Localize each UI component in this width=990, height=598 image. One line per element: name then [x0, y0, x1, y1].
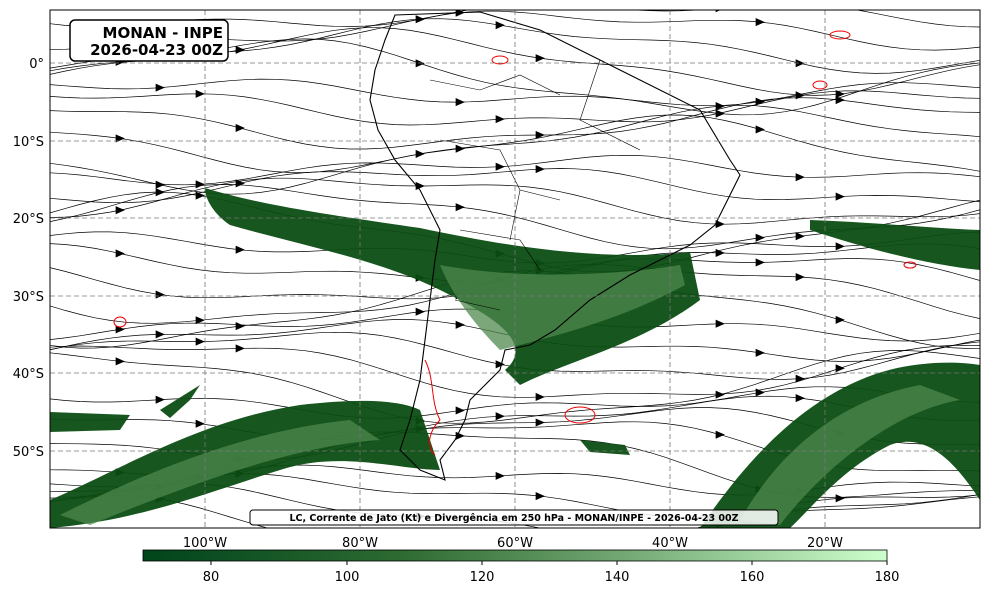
streamline-arrow: [715, 319, 725, 328]
map-frame: [49, 9, 981, 529]
lon-label: 20°W: [807, 536, 843, 551]
streamline-arrow: [755, 388, 765, 397]
streamline-arrow: [455, 144, 465, 153]
borders: [429, 59, 641, 311]
streamline-arrow: [195, 89, 205, 98]
streamline-arrow: [715, 102, 725, 111]
streamline-arrow: [115, 249, 125, 258]
lat-label: 30°S: [13, 290, 44, 305]
streamline-arrow: [755, 125, 765, 134]
divergence-contours: [113, 30, 917, 456]
streamline-arrow: [835, 96, 845, 105]
streamline-arrow: [755, 233, 765, 242]
colorbar-tick-label: 80: [203, 570, 220, 585]
title-box: MONAN - INPE 2026-04-23 00Z: [69, 19, 229, 62]
title-line: 2026-04-23 00Z: [90, 41, 223, 59]
streamline-arrow: [835, 494, 845, 503]
streamline-arrow: [795, 394, 805, 403]
streamline-arrow: [495, 360, 505, 369]
streamline-arrow: [535, 54, 545, 63]
streamline-arrow: [795, 91, 805, 100]
streamline-arrow: [535, 392, 545, 401]
streamline-arrow: [495, 21, 505, 30]
streamline-arrow: [235, 45, 245, 54]
streamline-arrow: [195, 180, 205, 189]
colorbar-scale: [142, 549, 888, 562]
streamline-arrow: [535, 418, 545, 427]
streamline-arrow: [715, 390, 725, 399]
streamline-arrow: [195, 191, 205, 200]
streamline-arrow: [835, 315, 845, 324]
streamline-arrow: [495, 115, 505, 124]
streamline-arrow: [495, 162, 505, 171]
streamline-arrow: [155, 83, 165, 92]
lat-label: 20°S: [13, 212, 44, 227]
streamline-arrow: [115, 206, 125, 215]
colorbar-tick-label: 160: [740, 570, 765, 585]
jet-core: [60, 265, 960, 525]
title-background: [69, 19, 229, 62]
streamline-arrow: [235, 344, 245, 353]
streamline-arrow: [455, 98, 465, 107]
colorbar: 80 100 120 140 160 180: [142, 549, 900, 585]
lon-label: 40°W: [652, 536, 688, 551]
streamline-arrow: [455, 203, 465, 212]
streamline-arrow: [835, 90, 845, 99]
streamline-arrow: [835, 192, 845, 201]
streamline-arrow: [715, 430, 725, 439]
lon-label: 100°W: [183, 536, 227, 551]
caption-box: LC, Corrente de Jato (Kt) e Divergência …: [249, 509, 779, 526]
streamline-arrow: [535, 492, 545, 501]
streamline-arrow: [835, 364, 845, 373]
streamline-arrow: [755, 348, 765, 357]
streamline-arrow: [155, 330, 165, 339]
lat-labels: 0° 10°S 20°S 30°S 40°S 50°S: [13, 57, 44, 460]
graticule: [50, 10, 980, 528]
caption-background: [249, 509, 779, 526]
lon-labels: 100°W 80°W 60°W 40°W 20°W: [183, 536, 843, 551]
streamline-arrow: [115, 357, 125, 366]
lat-label: 10°S: [13, 135, 44, 150]
streamline-arrow: [195, 419, 205, 428]
south-america-outline: [369, 11, 741, 481]
colorbar-tick-label: 100: [335, 570, 360, 585]
colorbar-tick-label: 180: [875, 570, 900, 585]
streamline-arrow: [835, 242, 845, 251]
streamline-arrow: [115, 325, 125, 334]
caption: LC, Corrente de Jato (Kt) e Divergência …: [289, 513, 738, 524]
streamline-arrow: [115, 134, 125, 143]
title-line: MONAN - INPE: [103, 24, 223, 42]
streamline-arrow: [795, 173, 805, 182]
streamline-arrow: [535, 165, 545, 174]
streamline-arrow: [715, 248, 725, 257]
streamline-arrow: [235, 123, 245, 133]
streamline-arrow: [195, 316, 205, 325]
streamline-arrow: [155, 180, 165, 189]
streamline-arrow: [535, 130, 545, 140]
streamline-arrow: [795, 232, 805, 241]
lon-label: 80°W: [342, 536, 378, 551]
colorbar-tick-label: 140: [605, 570, 630, 585]
streamline-arrow: [415, 307, 425, 316]
streamline-arrow: [195, 337, 205, 346]
lat-label: 40°S: [13, 367, 44, 382]
streamline-arrow: [455, 320, 465, 329]
streamline-arrow: [795, 272, 805, 282]
lat-label: 50°S: [13, 445, 44, 460]
streamline-arrow: [755, 258, 765, 267]
streamline-arrow: [495, 412, 505, 421]
streamline-arrow: [155, 395, 165, 404]
streamline-arrow: [755, 18, 765, 27]
streamline-arrow: [235, 245, 245, 254]
lon-label: 60°W: [497, 536, 533, 551]
streamline-arrow: [455, 406, 465, 415]
colorbar-tick-label: 120: [470, 570, 495, 585]
colorbar-ticks: 80 100 120 140 160 180: [203, 561, 900, 585]
streamline-arrow: [495, 471, 505, 480]
lat-label: 0°: [29, 57, 44, 72]
